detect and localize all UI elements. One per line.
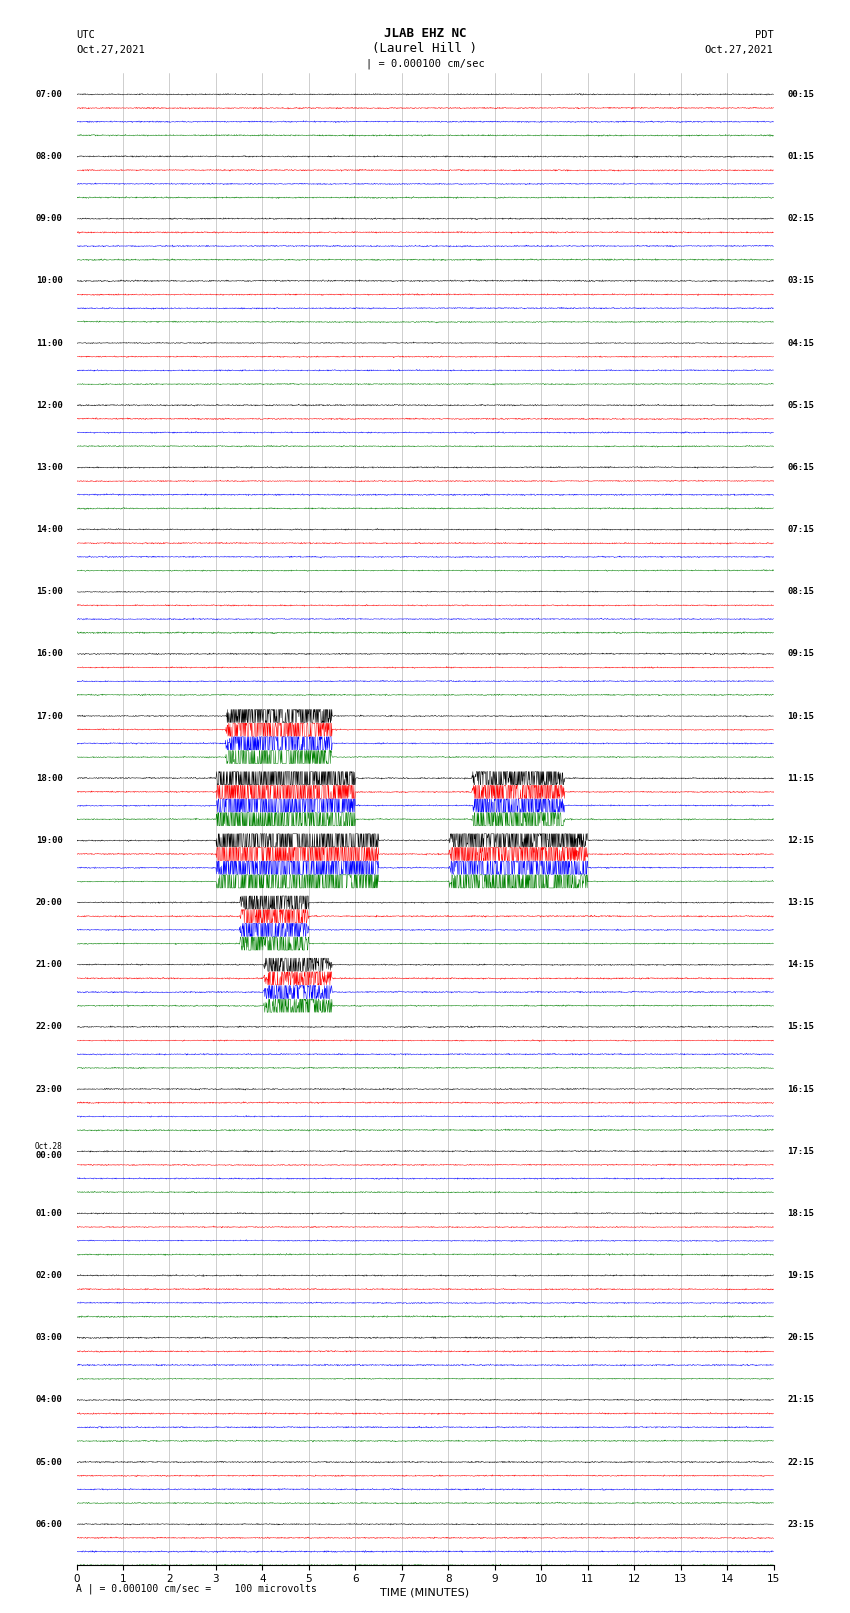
- Text: 10:15: 10:15: [787, 711, 814, 721]
- Text: | = 0.000100 cm/sec: | = 0.000100 cm/sec: [366, 58, 484, 69]
- Text: 12:15: 12:15: [787, 836, 814, 845]
- Text: 06:00: 06:00: [36, 1519, 63, 1529]
- Text: Oct.28: Oct.28: [35, 1142, 63, 1152]
- Text: Oct.27,2021: Oct.27,2021: [705, 45, 774, 55]
- Text: 20:15: 20:15: [787, 1334, 814, 1342]
- Text: 00:15: 00:15: [787, 90, 814, 98]
- Text: 10:00: 10:00: [36, 276, 63, 286]
- Text: 13:00: 13:00: [36, 463, 63, 473]
- Text: 05:00: 05:00: [36, 1458, 63, 1466]
- Text: 14:15: 14:15: [787, 960, 814, 969]
- Text: 08:00: 08:00: [36, 152, 63, 161]
- Text: 09:15: 09:15: [787, 650, 814, 658]
- Text: 19:15: 19:15: [787, 1271, 814, 1281]
- Text: PDT: PDT: [755, 31, 774, 40]
- Text: 09:00: 09:00: [36, 215, 63, 223]
- Text: 15:00: 15:00: [36, 587, 63, 597]
- Text: 06:15: 06:15: [787, 463, 814, 473]
- Text: Oct.27,2021: Oct.27,2021: [76, 45, 145, 55]
- Text: 02:15: 02:15: [787, 215, 814, 223]
- Text: 04:15: 04:15: [787, 339, 814, 347]
- Text: 08:15: 08:15: [787, 587, 814, 597]
- Text: 01:15: 01:15: [787, 152, 814, 161]
- Text: 07:15: 07:15: [787, 524, 814, 534]
- Text: 03:00: 03:00: [36, 1334, 63, 1342]
- Text: A | = 0.000100 cm/sec =    100 microvolts: A | = 0.000100 cm/sec = 100 microvolts: [76, 1582, 317, 1594]
- Text: 13:15: 13:15: [787, 898, 814, 907]
- Text: 20:00: 20:00: [36, 898, 63, 907]
- Text: 05:15: 05:15: [787, 400, 814, 410]
- Text: 03:15: 03:15: [787, 276, 814, 286]
- Text: 16:00: 16:00: [36, 650, 63, 658]
- Text: 21:15: 21:15: [787, 1395, 814, 1405]
- Text: 17:15: 17:15: [787, 1147, 814, 1155]
- Text: 07:00: 07:00: [36, 90, 63, 98]
- Text: 02:00: 02:00: [36, 1271, 63, 1281]
- Text: 21:00: 21:00: [36, 960, 63, 969]
- Text: UTC: UTC: [76, 31, 95, 40]
- Text: 00:00: 00:00: [36, 1152, 63, 1160]
- Text: 14:00: 14:00: [36, 524, 63, 534]
- Text: 19:00: 19:00: [36, 836, 63, 845]
- Text: 18:15: 18:15: [787, 1208, 814, 1218]
- Text: 11:00: 11:00: [36, 339, 63, 347]
- X-axis label: TIME (MINUTES): TIME (MINUTES): [381, 1587, 469, 1597]
- Text: 17:00: 17:00: [36, 711, 63, 721]
- Text: 22:15: 22:15: [787, 1458, 814, 1466]
- Text: 12:00: 12:00: [36, 400, 63, 410]
- Text: 01:00: 01:00: [36, 1208, 63, 1218]
- Text: 16:15: 16:15: [787, 1084, 814, 1094]
- Text: 18:00: 18:00: [36, 774, 63, 782]
- Text: JLAB EHZ NC: JLAB EHZ NC: [383, 27, 467, 40]
- Text: 22:00: 22:00: [36, 1023, 63, 1031]
- Text: 04:00: 04:00: [36, 1395, 63, 1405]
- Text: (Laurel Hill ): (Laurel Hill ): [372, 42, 478, 55]
- Text: 23:15: 23:15: [787, 1519, 814, 1529]
- Text: 23:00: 23:00: [36, 1084, 63, 1094]
- Text: 15:15: 15:15: [787, 1023, 814, 1031]
- Text: 11:15: 11:15: [787, 774, 814, 782]
